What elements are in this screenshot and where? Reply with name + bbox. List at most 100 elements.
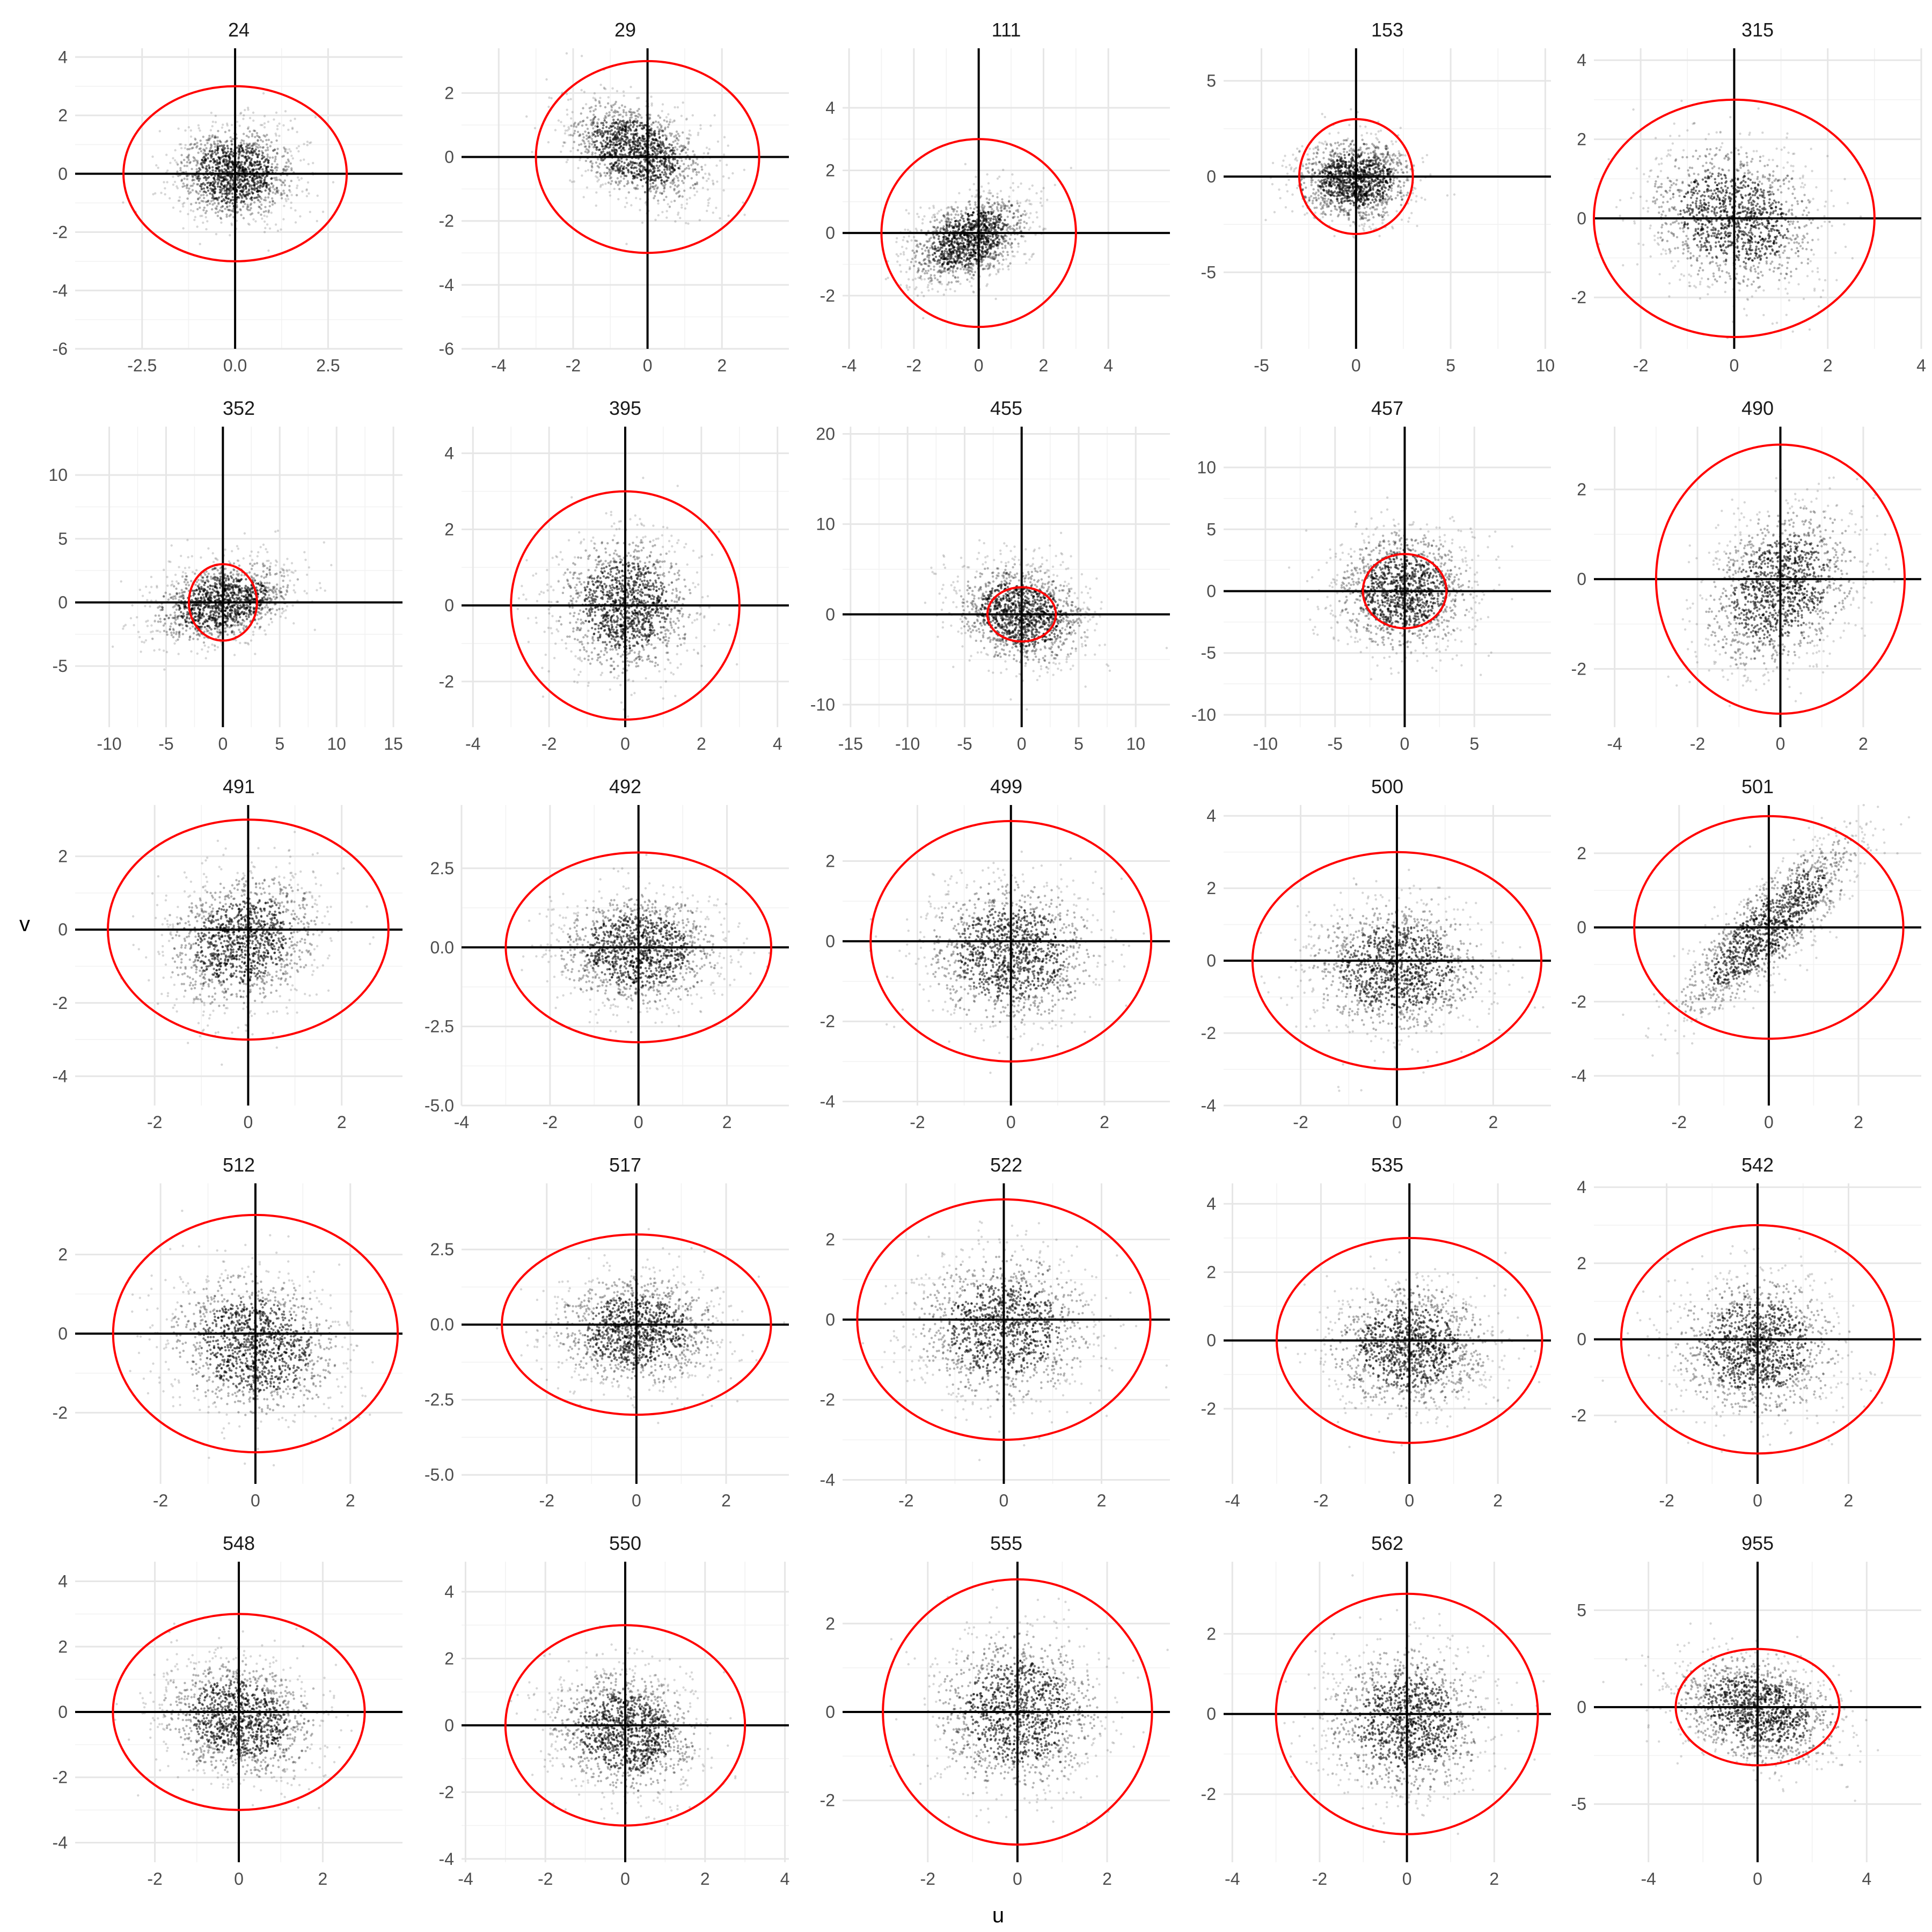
scatter-point [303, 143, 305, 145]
scatter-point [1013, 224, 1015, 227]
scatter-point [183, 185, 186, 187]
scatter-point [184, 144, 187, 147]
scatter-point [253, 164, 256, 167]
scatter-point [583, 91, 586, 93]
scatter-point [603, 153, 606, 156]
y-tick-label: 2 [825, 161, 835, 180]
scatter-point [1321, 197, 1324, 200]
scatter-point [251, 144, 254, 147]
y-tick-label: 2 [58, 106, 68, 125]
scatter-point [588, 107, 591, 109]
scatter-point [994, 237, 997, 240]
scatter-point [251, 133, 254, 136]
scatter-point [989, 243, 992, 246]
scatter-point [946, 229, 949, 232]
scatter-point [670, 200, 673, 203]
scatter-point [609, 153, 612, 156]
scatter-point [674, 140, 677, 142]
scatter-point [269, 186, 272, 189]
scatter-point [570, 125, 573, 127]
scatter-point [606, 131, 609, 134]
scatter-point [628, 148, 631, 151]
scatter-point [954, 276, 956, 279]
scatter-point [940, 271, 942, 274]
scatter-point [925, 246, 928, 249]
scatter-point [689, 186, 692, 189]
scatter-point [217, 185, 219, 188]
scatter-point [586, 127, 589, 130]
scatter-point [260, 203, 263, 206]
scatter-point [1016, 251, 1019, 253]
scatter-point [604, 174, 607, 177]
scatter-point [712, 183, 715, 186]
scatter-point [634, 162, 636, 165]
scatter-point [260, 150, 264, 153]
scatter-point [743, 214, 746, 216]
scatter-point [620, 135, 624, 137]
scatter-point [299, 215, 302, 218]
scatter-point [654, 152, 657, 155]
scatter-point [996, 192, 999, 195]
scatter-point [958, 250, 961, 253]
scatter-point [200, 188, 203, 191]
scatter-point [189, 135, 193, 138]
scatter-point [208, 135, 211, 137]
scatter-point [657, 214, 660, 217]
scatter-point [206, 182, 209, 185]
scatter-point [936, 226, 939, 229]
scatter-point [247, 206, 250, 208]
scatter-point [244, 202, 246, 206]
scatter-point [169, 197, 171, 200]
scatter-point [261, 140, 264, 143]
scatter-point [566, 108, 568, 111]
scatter-point [273, 188, 276, 191]
scatter-point [195, 164, 198, 167]
scatter-point [660, 142, 662, 144]
scatter-point [667, 113, 670, 116]
scatter-point [982, 211, 985, 214]
scatter-point [610, 104, 613, 107]
scatter-point [968, 269, 971, 272]
scatter-point [194, 138, 197, 141]
scatter-point [953, 260, 956, 262]
scatter-point [215, 208, 218, 210]
scatter-point [963, 234, 966, 237]
scatter-point [195, 191, 198, 194]
scatter-point [266, 134, 268, 136]
scatter-point [1031, 184, 1034, 187]
scatter-point [251, 199, 253, 201]
scatter-point [661, 211, 664, 214]
scatter-point [951, 238, 954, 241]
scatter-point [1002, 169, 1005, 171]
scatter-point [276, 163, 279, 166]
scatter-point [1030, 203, 1033, 206]
scatter-point [930, 261, 932, 264]
scatter-point [1322, 157, 1325, 159]
scatter-point [209, 192, 211, 195]
scatter-point [961, 257, 963, 260]
scatter-point [221, 149, 224, 151]
scatter-point [262, 92, 265, 95]
scatter-point [656, 186, 659, 189]
scatter-point [935, 230, 938, 232]
scatter-point [632, 177, 635, 180]
scatter-point [939, 240, 941, 244]
scatter-point [245, 178, 248, 181]
scatter-point [671, 166, 675, 169]
scatter-point [653, 165, 655, 168]
scatter-point [990, 213, 993, 215]
scatter-point [569, 179, 572, 182]
scatter-point [1002, 202, 1005, 205]
scatter-point [1402, 171, 1405, 174]
scatter-point [701, 168, 704, 171]
scatter-point [924, 269, 927, 273]
scatter-point [1023, 253, 1026, 255]
scatter-point [1321, 216, 1324, 218]
scatter-point [649, 159, 652, 162]
scatter-point [247, 136, 250, 138]
scatter-point [933, 241, 935, 244]
scatter-point [945, 288, 947, 291]
scatter-point [609, 140, 612, 142]
scatter-point [608, 191, 611, 194]
scatter-point [966, 278, 969, 281]
